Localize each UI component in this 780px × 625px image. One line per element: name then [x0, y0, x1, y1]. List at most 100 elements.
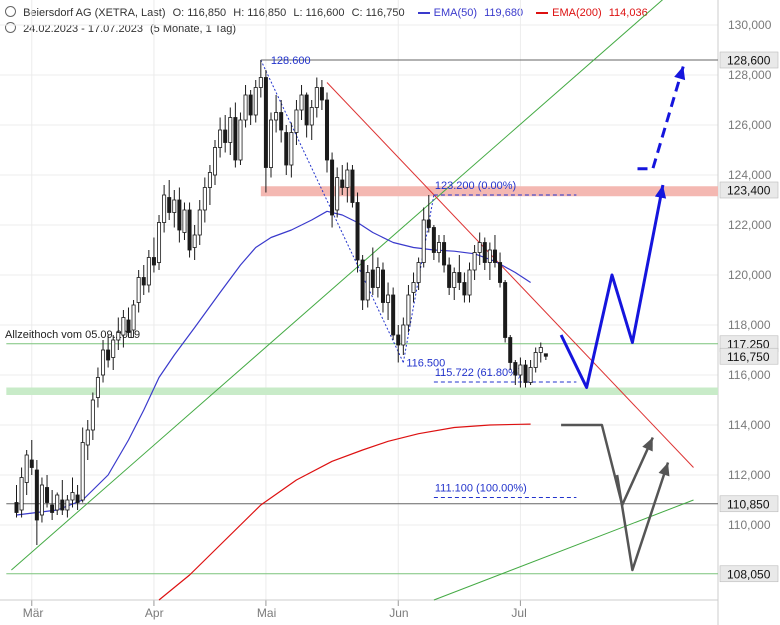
candle-body	[45, 487, 50, 503]
last-price-box	[719, 347, 779, 365]
candle-body	[50, 504, 55, 513]
candle-body	[80, 442, 85, 501]
candle-body	[248, 94, 253, 116]
candle-body	[330, 159, 335, 216]
candle-body	[523, 364, 528, 383]
candle-body	[279, 112, 284, 131]
ohlc-close: C: 116,750	[351, 7, 405, 19]
candle-body	[95, 377, 100, 398]
level-128-600-box	[719, 51, 779, 69]
candle-body	[345, 169, 350, 188]
date-range: 24.02.2023 - 17.07.2023	[23, 23, 143, 35]
candle-body	[55, 494, 60, 511]
candle-body	[187, 209, 192, 251]
y-tick-label: 124,000	[728, 168, 772, 182]
settings-icon[interactable]	[5, 6, 16, 17]
candle-body	[24, 454, 29, 483]
candle-body	[386, 294, 391, 303]
candle-body	[426, 219, 431, 228]
chart-header: Beiersdorf AG (XETRA, Last) O: 116,850 H…	[5, 6, 652, 19]
candle-body	[304, 94, 309, 126]
ohlc-open: O: 116,850	[172, 7, 227, 19]
candle-body	[533, 352, 538, 368]
candle-body	[360, 259, 365, 301]
candle-body	[467, 269, 472, 296]
candle-body	[370, 269, 375, 288]
candle-body	[106, 349, 111, 361]
ema200-value: 114,036	[608, 7, 648, 19]
scenario-down-path-b	[615, 462, 670, 572]
candle-body	[60, 499, 65, 511]
candle-body	[39, 484, 44, 516]
y-tick-label: 122,000	[728, 218, 772, 232]
candle-body	[528, 367, 533, 383]
candle-body	[263, 77, 268, 168]
candle-body	[503, 282, 508, 338]
level-110-850-box	[719, 495, 779, 513]
candle-body	[492, 249, 497, 263]
y-tick-label: 110,000	[728, 518, 771, 532]
candle-body	[101, 349, 106, 376]
clock-icon	[5, 22, 16, 33]
candle-body	[197, 209, 202, 236]
ema200-label: EMA(200)	[552, 7, 602, 19]
arrow-head-up	[654, 185, 667, 199]
candle-body	[243, 94, 248, 121]
candle-body	[29, 459, 34, 468]
candle-body	[472, 252, 477, 271]
ema50-value: 119,680	[484, 7, 524, 19]
candle-body	[487, 249, 492, 263]
candle-body	[213, 147, 218, 176]
candle-body	[421, 219, 426, 263]
candle-body	[391, 294, 396, 336]
ohlc-high: H: 116,850	[233, 7, 287, 19]
trendline-resistance	[326, 82, 694, 468]
candle-body	[141, 277, 146, 286]
candle-body	[401, 324, 406, 346]
candle-body	[340, 179, 345, 188]
candle-body	[75, 494, 80, 503]
candle-body	[19, 477, 24, 511]
chart-subheader: 24.02.2023 - 17.07.2023 (5 Monate, 1 Tag…	[5, 22, 240, 35]
zone-price-box	[719, 181, 779, 199]
candle-body	[431, 227, 436, 253]
x-tick-label: Jun	[389, 606, 408, 620]
candle-body	[131, 304, 136, 331]
zone-resistance	[260, 186, 718, 197]
candles	[14, 60, 548, 545]
candle-body	[121, 317, 126, 336]
ema50-line	[16, 210, 531, 516]
candle-body	[274, 112, 279, 121]
candle-body	[151, 257, 156, 266]
ema200-swatch	[536, 12, 549, 15]
candle-body	[477, 242, 482, 253]
candle-body	[513, 362, 518, 376]
x-tick-label: Jul	[511, 606, 526, 620]
candle-body	[518, 364, 523, 376]
candle-body	[462, 282, 467, 296]
y-tick-label: 116,000	[728, 368, 771, 382]
candle-body	[324, 99, 329, 161]
y-tick-label: 114,000	[728, 418, 771, 432]
candle-body	[396, 334, 401, 346]
arrow-head-down-a	[642, 437, 653, 452]
candle-body	[126, 319, 131, 333]
fib-level-label: 115.722 (61.80%)	[435, 367, 522, 379]
y-tick-label: 130,000	[728, 18, 772, 32]
candle-body	[85, 429, 90, 446]
candle-body	[14, 502, 19, 513]
candle-body	[284, 132, 289, 166]
level-117-250-label: 117,250	[727, 337, 770, 351]
candle-body	[319, 87, 324, 101]
candle-body	[202, 187, 207, 211]
candle-body	[177, 199, 182, 231]
candle-body	[335, 177, 340, 211]
candle-body	[543, 353, 548, 357]
candle-body	[238, 119, 243, 161]
candle-body	[182, 209, 187, 233]
fib-high-label: 128.600	[271, 55, 311, 67]
chart-title: Beiersdorf AG (XETRA, Last)	[23, 7, 166, 19]
candle-body	[355, 202, 360, 261]
candle-body	[411, 282, 416, 293]
candle-body	[436, 242, 441, 253]
